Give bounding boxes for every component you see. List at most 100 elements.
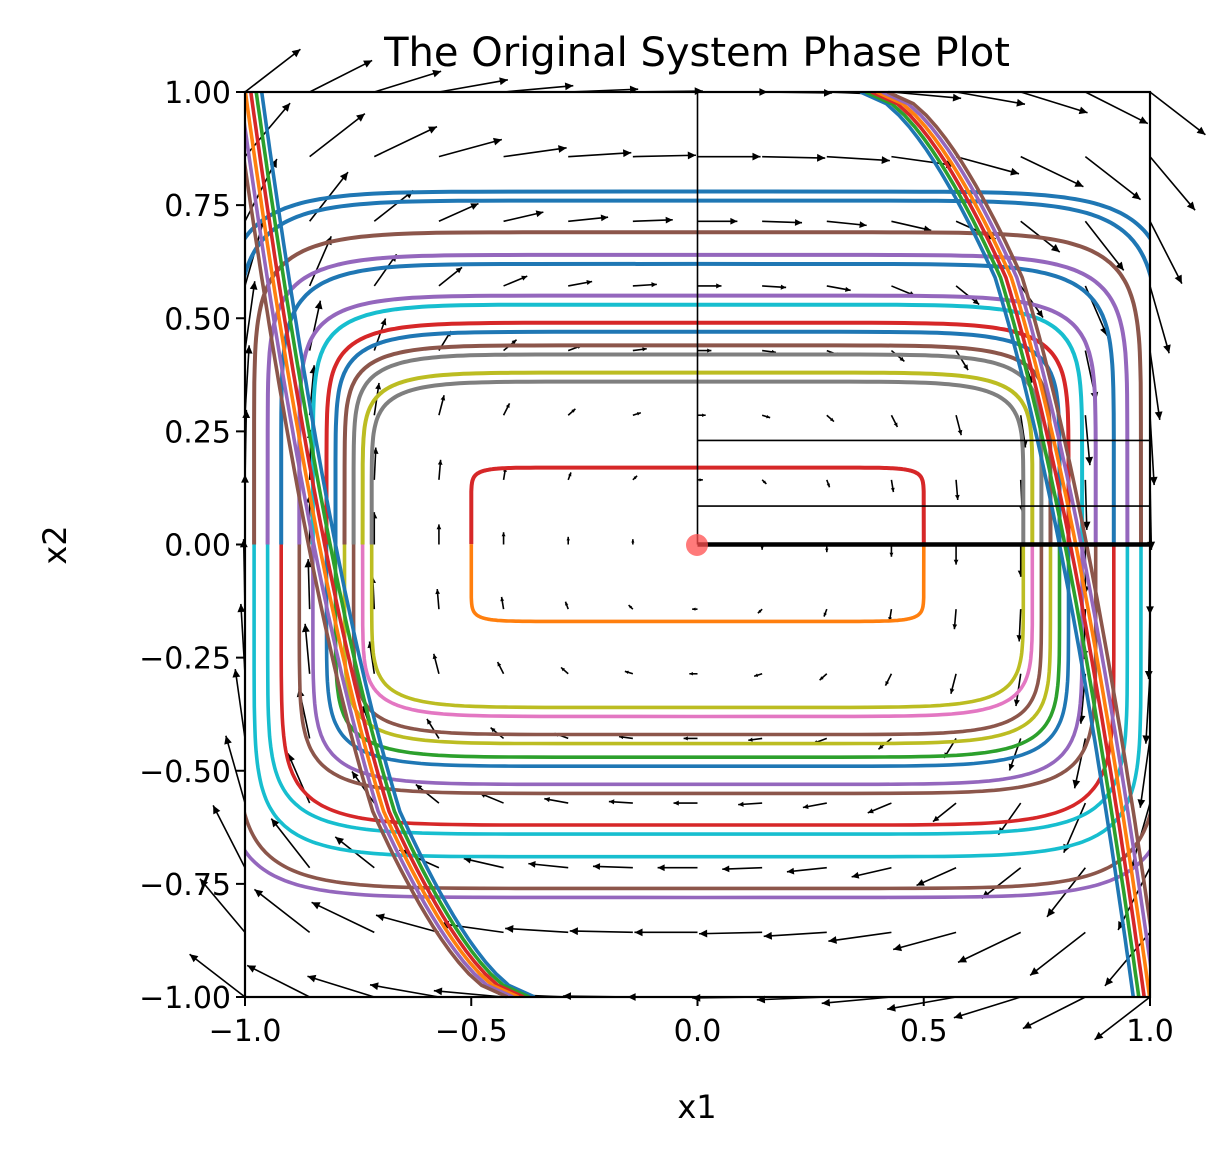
x-tick-label: 0.5 [900, 1014, 948, 1049]
field-arrow-head [1154, 411, 1163, 420]
field-arrow-head [932, 815, 940, 822]
field-arrow-shaft [1149, 156, 1196, 211]
field-arrow-head [754, 673, 759, 677]
field-arrow-head [624, 670, 629, 675]
field-arrow-head [1149, 476, 1158, 486]
field-arrow-head [1115, 261, 1124, 271]
field-arrow-head [952, 624, 958, 630]
field-arrow-shaft [1084, 156, 1142, 201]
field-arrow-shaft [981, 867, 1022, 900]
field-arrow-head [707, 348, 712, 353]
field-arrow-head [571, 408, 576, 413]
field-arrow-head [335, 836, 345, 845]
outer-trajectory [859, 92, 1136, 997]
field-arrow-head [470, 203, 479, 210]
field-arrow-head [738, 801, 744, 807]
trajectory-curve [469, 465, 926, 545]
field-arrow-head [239, 539, 248, 548]
field-arrow-head [689, 672, 693, 676]
field-arrow-head [1131, 191, 1141, 200]
field-arrow-head [699, 929, 708, 938]
field-arrow-head [1036, 309, 1044, 318]
chart-title: The Original System Phase Plot [383, 30, 1010, 76]
field-arrow-head [511, 339, 517, 345]
field-arrow-head [622, 149, 632, 158]
field-arrow-shaft [307, 559, 311, 610]
trajectory-curve [279, 544, 1116, 827]
field-arrow-shaft [1029, 931, 1086, 976]
field-arrow-head [952, 93, 962, 102]
field-arrow-head [825, 548, 829, 553]
field-arrow-head [786, 867, 795, 875]
x-tick-label: 1.0 [1126, 1014, 1174, 1049]
field-arrow-head [566, 536, 570, 541]
field-arrow-head [232, 669, 241, 678]
field-arrow-head [642, 347, 647, 352]
field-arrow-head [1008, 763, 1015, 771]
field-arrow-shaft [189, 953, 246, 998]
field-arrow-head [1196, 126, 1206, 135]
field-arrow-head [440, 395, 446, 401]
outer-trajectory [881, 92, 1150, 975]
field-arrow-head [955, 494, 960, 500]
field-arrow-head [916, 879, 925, 886]
field-arrow-head [501, 532, 506, 537]
field-arrow-head [851, 871, 860, 879]
field-arrow-shaft [1063, 802, 1087, 854]
field-arrow-shaft [199, 878, 246, 933]
field-arrow-shaft [887, 996, 957, 1010]
field-arrow-head [651, 282, 657, 288]
field-arrow-shaft [503, 147, 567, 158]
trajectory-curve [324, 544, 1071, 769]
field-arrow-head [432, 653, 438, 660]
field-arrow-head [972, 298, 980, 305]
field-arrow-head [307, 974, 317, 983]
field-arrow-head [213, 805, 221, 815]
y-tick-label: 0.50 [164, 302, 231, 337]
x-tick-label: −0.5 [435, 1014, 508, 1049]
field-arrow-head [826, 483, 830, 488]
field-arrow-head [748, 737, 753, 742]
field-arrow-shaft [699, 931, 763, 935]
field-arrow-head [1016, 635, 1023, 642]
field-arrow-head [890, 487, 895, 493]
field-arrow-head [535, 210, 544, 218]
field-arrow-shaft [375, 914, 440, 934]
field-arrow-head [189, 954, 199, 963]
trajectory-curve [360, 544, 1035, 719]
field-arrow-shaft [244, 281, 256, 351]
field-arrow-head [859, 221, 867, 229]
field-arrow-head [1010, 167, 1020, 176]
field-arrow-head [1047, 908, 1056, 917]
field-arrow-head [673, 800, 679, 806]
field-arrow-shaft [270, 818, 311, 869]
field-arrow-head [1085, 456, 1094, 466]
field-arrow-shaft [826, 155, 890, 162]
field-arrow-shaft [632, 154, 696, 158]
x-tick-label: −1.0 [209, 1014, 282, 1049]
outer-trajectory [875, 92, 1150, 997]
field-arrow-head [608, 799, 615, 805]
field-arrow-shaft [1020, 155, 1084, 188]
field-arrow-head [247, 965, 257, 973]
y-tick-label: −0.75 [139, 868, 231, 903]
field-arrow-head [760, 546, 764, 550]
field-arrow-head [592, 863, 601, 870]
field-arrow-head [953, 559, 959, 565]
field-arrow-head [339, 172, 348, 181]
field-arrow-shaft [369, 984, 440, 998]
field-arrow-head [426, 718, 432, 725]
field-arrow-head [844, 286, 851, 292]
field-arrow-head [893, 422, 898, 428]
field-arrow-shaft [244, 48, 301, 93]
field-arrow-head [375, 382, 382, 390]
field-arrow-head [1094, 1031, 1104, 1040]
field-arrow-shaft [1084, 479, 1088, 530]
y-axis-label: x2 [36, 525, 74, 564]
field-arrow-head [958, 955, 968, 963]
outer-trajectory [245, 92, 520, 997]
field-arrow-head [657, 864, 665, 872]
field-arrow-shaft [1084, 220, 1125, 271]
field-arrow-head [687, 151, 696, 160]
